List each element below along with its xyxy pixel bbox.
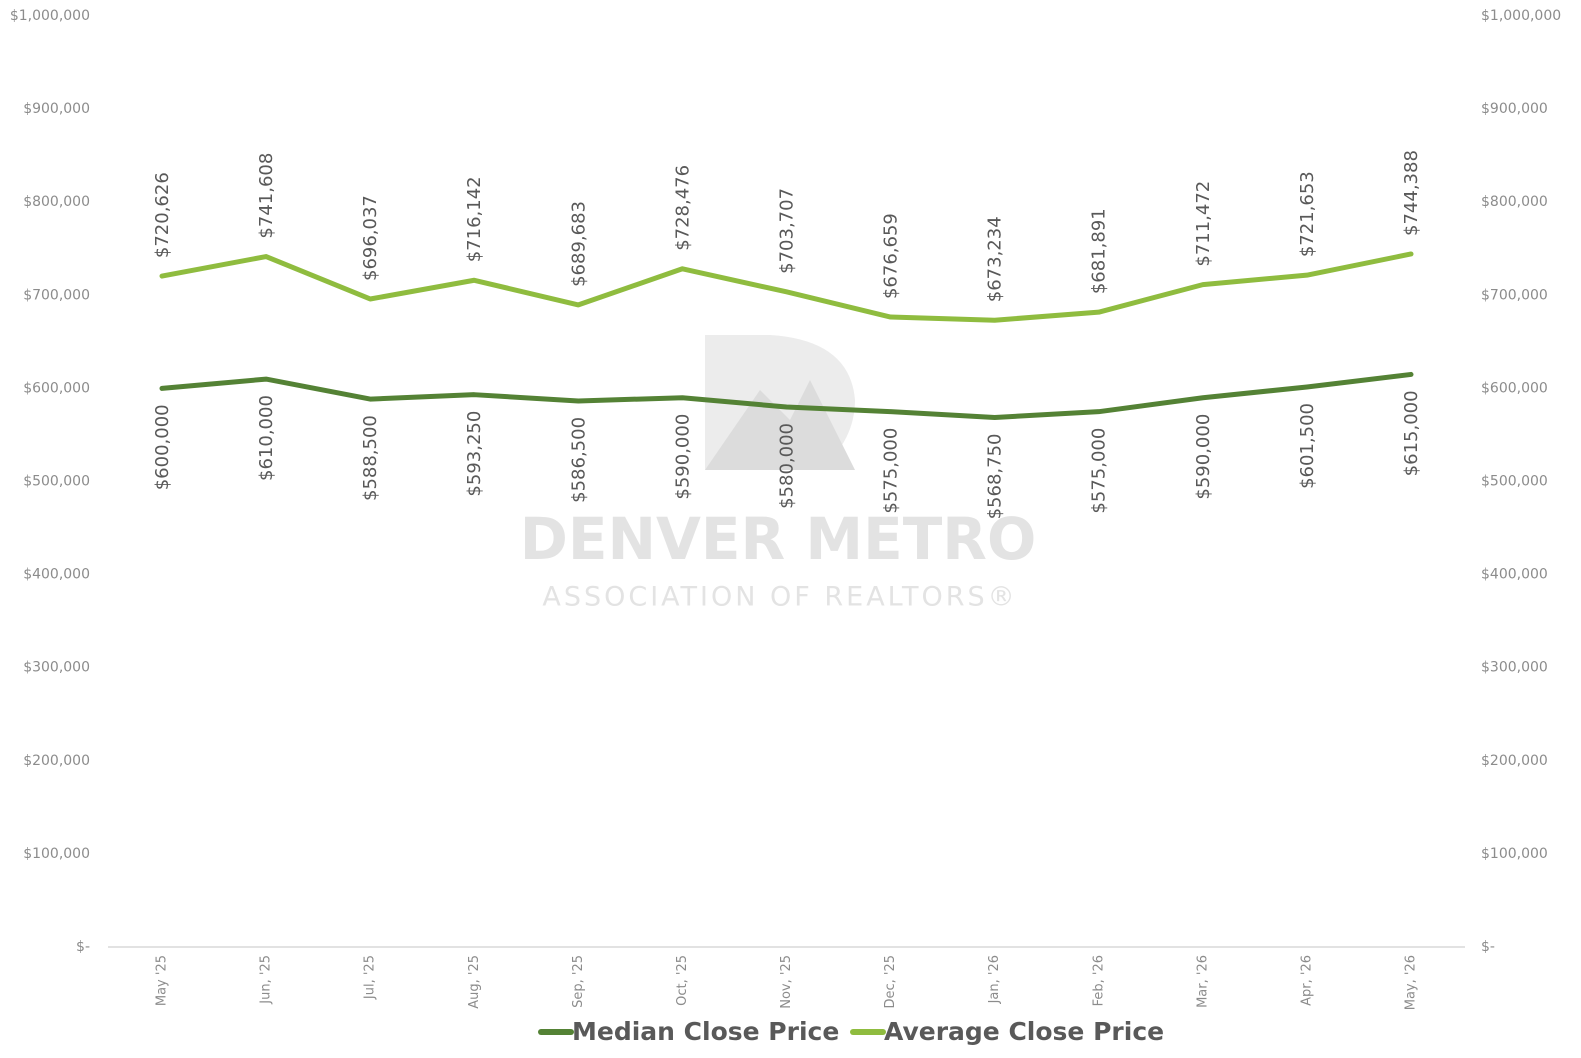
x-tick-label: Jun, '25 bbox=[259, 955, 274, 1005]
data-label: $586,500 bbox=[568, 417, 589, 503]
x-tick-label: Aug, '25 bbox=[467, 955, 482, 1009]
y-tick-label: $1,000,000 bbox=[10, 8, 90, 24]
y2-tick-label: $900,000 bbox=[1481, 101, 1548, 117]
y-tick-label: $600,000 bbox=[23, 380, 90, 396]
y2-tick-label: $- bbox=[1481, 939, 1495, 955]
data-label: $696,037 bbox=[360, 195, 381, 281]
data-label: $689,683 bbox=[568, 201, 589, 287]
data-label: $673,234 bbox=[985, 216, 1006, 302]
data-label: $575,000 bbox=[881, 428, 902, 514]
line-series bbox=[159, 251, 1414, 323]
data-label: $575,000 bbox=[1089, 428, 1110, 514]
data-label: $610,000 bbox=[256, 395, 277, 481]
data-label: $720,626 bbox=[152, 172, 173, 258]
y-tick-label: $300,000 bbox=[23, 660, 90, 676]
data-label: $601,500 bbox=[1297, 403, 1318, 489]
y2-tick-label: $400,000 bbox=[1481, 567, 1548, 583]
data-label: $744,388 bbox=[1401, 150, 1422, 236]
y-tick-label: $100,000 bbox=[23, 846, 90, 862]
x-tick-label: Oct, '25 bbox=[675, 955, 690, 1006]
y2-tick-label: $600,000 bbox=[1481, 380, 1548, 396]
y-tick-label: $900,000 bbox=[23, 101, 90, 117]
watermark-subtitle: ASSOCIATION OF REALTORS® bbox=[542, 582, 1017, 613]
x-tick-label: Jul, '25 bbox=[363, 955, 378, 1000]
y-tick-label: $- bbox=[76, 939, 90, 955]
y2-tick-label: $700,000 bbox=[1481, 287, 1548, 303]
y-tick-label: $200,000 bbox=[23, 753, 90, 769]
y-tick-label: $700,000 bbox=[23, 287, 90, 303]
watermark: DENVER METRO ASSOCIATION OF REALTORS® bbox=[520, 335, 1037, 613]
x-tick-label: Nov, '25 bbox=[779, 955, 794, 1009]
y-tick-label: $800,000 bbox=[23, 194, 90, 210]
y2-tick-label: $1,000,000 bbox=[1481, 8, 1561, 24]
x-tick-label: May '25 bbox=[155, 955, 170, 1006]
data-label: $600,000 bbox=[152, 404, 173, 490]
x-tick-label: Jan, '26 bbox=[987, 955, 1002, 1004]
y2-tick-label: $300,000 bbox=[1481, 660, 1548, 676]
y-tick-label: $500,000 bbox=[23, 474, 90, 490]
y2-tick-label: $500,000 bbox=[1481, 474, 1548, 490]
legend-label: Average Close Price bbox=[884, 1017, 1164, 1046]
legend-label: Median Close Price bbox=[572, 1017, 839, 1046]
data-label: $590,000 bbox=[672, 414, 693, 500]
x-tick-label: Feb, '26 bbox=[1091, 955, 1106, 1006]
x-tick-label: Apr, '26 bbox=[1299, 955, 1314, 1006]
y2-tick-label: $800,000 bbox=[1481, 194, 1548, 210]
data-label: $741,608 bbox=[256, 153, 277, 239]
line-series bbox=[159, 371, 1414, 420]
x-tick-label: Mar, '26 bbox=[1195, 955, 1210, 1008]
y2-tick-label: $100,000 bbox=[1481, 846, 1548, 862]
data-label: $721,653 bbox=[1297, 171, 1318, 257]
y-tick-label: $400,000 bbox=[23, 567, 90, 583]
data-label: $593,250 bbox=[464, 411, 485, 497]
data-label: $703,707 bbox=[777, 188, 798, 274]
logo-mountain bbox=[705, 380, 855, 470]
y2-tick-label: $200,000 bbox=[1481, 753, 1548, 769]
data-label: $568,750 bbox=[985, 433, 1006, 519]
x-tick-label: Dec, '25 bbox=[883, 955, 898, 1009]
data-label: $711,472 bbox=[1193, 181, 1214, 267]
data-label: $676,659 bbox=[881, 213, 902, 299]
x-tick-label: May, '26 bbox=[1404, 955, 1419, 1010]
data-label: $615,000 bbox=[1401, 390, 1422, 476]
data-label: $588,500 bbox=[360, 415, 381, 501]
data-label: $681,891 bbox=[1089, 208, 1110, 294]
x-tick-label: Sep, '25 bbox=[571, 955, 586, 1008]
data-label: $716,142 bbox=[464, 176, 485, 262]
watermark-title: DENVER METRO bbox=[520, 505, 1037, 573]
data-label: $580,000 bbox=[777, 423, 798, 509]
data-label: $590,000 bbox=[1193, 414, 1214, 500]
data-label: $728,476 bbox=[672, 165, 693, 251]
